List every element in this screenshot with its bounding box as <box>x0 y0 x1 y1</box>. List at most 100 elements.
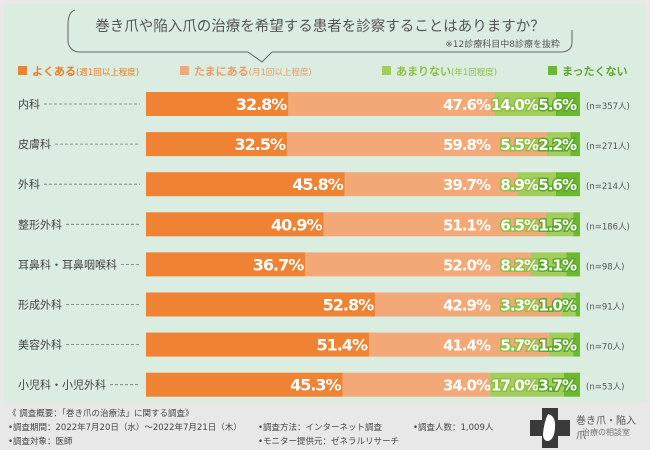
bar-segment <box>146 332 370 357</box>
category-label: 小児科・小児外科 <box>18 378 106 392</box>
bar-segment <box>146 372 343 397</box>
bar-segment <box>570 132 580 157</box>
data-label: 3.1% <box>538 256 577 274</box>
category-label: 耳鼻科・耳鼻咽喉科 <box>18 257 117 271</box>
bar-segment <box>575 292 580 317</box>
footer-count: •調査人数：1,009人 <box>413 423 494 433</box>
bar-segment <box>146 172 345 197</box>
bar-row: 耳鼻科・耳鼻咽喉科 36.7% 52.0% 8.2% 3.1% (n=98人) <box>18 252 624 277</box>
data-label: 1.5% <box>538 216 577 234</box>
sample-size: (n=357人) <box>586 102 630 112</box>
bar-segment <box>369 332 549 357</box>
data-label: 32.5% <box>235 135 286 154</box>
footer-period: •調査期間：2022年7月20日（水）～2022年7月21日（木） <box>8 423 242 433</box>
bar-segment <box>545 212 574 237</box>
legend-label: よくある(週1回以上程度) <box>32 65 139 78</box>
sample-size: (n=271人) <box>586 142 630 152</box>
data-label: 52.8% <box>323 296 374 315</box>
data-label: 51.4% <box>317 336 368 355</box>
category-label: 美容外科 <box>18 338 62 352</box>
bar-segment <box>323 212 546 237</box>
bar-segment <box>555 92 580 116</box>
legend: よくある(週1回以上程度) たまにある(月1回以上程度) あまりない(年1回程度) ま… <box>18 65 628 78</box>
logo: 巻き爪・陥入爪 治療の相談室 <box>530 408 645 448</box>
logo-subtitle: 治療の相談室 <box>582 428 630 437</box>
bar-segment <box>287 132 547 157</box>
bar-row: 形成外科 52.8% 42.9% 3.3% 1.0% (n=91人) <box>18 292 624 317</box>
bar-segment <box>573 332 580 357</box>
bar-segment <box>490 372 564 397</box>
data-label: 2.2% <box>538 136 577 154</box>
chart-title: 巻き爪や陥入爪の治療を希望する患者を診察することはありますか？ <box>95 17 545 35</box>
bar-row: 小児科・小児外科 45.3% 34.0% 17.0% 3.7% (n=53人) <box>18 372 624 397</box>
legend-swatch <box>180 66 189 75</box>
bar-segment <box>563 372 580 397</box>
legend-label: たまにある(月1回以上程度) <box>194 65 312 78</box>
bubble-tail <box>247 51 273 63</box>
bar-segment <box>344 172 518 197</box>
foot-cross-icon <box>530 408 570 448</box>
bar-row: 整形外科 40.9% 51.1% 6.5% 1.5% (n=186人) <box>18 212 630 237</box>
footer-method: •調査方法：インターネット調査 <box>258 423 383 433</box>
data-label: 6.5% <box>500 216 539 234</box>
logo-title: 巻き爪・陥入爪 <box>576 416 636 442</box>
category-label: 皮膚科 <box>18 137 51 151</box>
category-label: 外科 <box>18 177 40 191</box>
bar-segment <box>146 212 324 237</box>
bar-segment <box>375 292 562 317</box>
legend-swatch <box>18 66 27 75</box>
data-label: 3.3% <box>500 297 539 315</box>
sample-size: (n=70人) <box>586 343 624 353</box>
footer-heading: 《 調査概要：「巻き爪の治療法」に関する調査》 <box>8 409 194 419</box>
category-label: 内科 <box>18 97 40 111</box>
data-label: 5.6% <box>538 96 577 114</box>
sample-size: (n=186人) <box>586 222 630 232</box>
speech-bubble <box>67 9 573 53</box>
bar-row: 美容外科 51.4% 41.4% 5.7% 1.5% (n=70人) <box>18 332 624 357</box>
bar-segment <box>573 212 580 237</box>
data-label: 40.9% <box>271 215 322 234</box>
bar-row: 内科 32.8% 47.6% 14.0% 5.6% (n=357人) <box>18 92 630 116</box>
legend-label: あまりない(年1回程度) <box>396 65 497 78</box>
bar-segment <box>146 252 306 277</box>
data-label: 45.3% <box>290 376 341 395</box>
sample-size: (n=214人) <box>586 182 630 192</box>
bar-segment <box>494 92 556 116</box>
data-label: 8.9% <box>500 176 539 194</box>
data-label: 3.7% <box>538 377 577 395</box>
category-label: 整形外科 <box>18 217 62 231</box>
data-label: 41.4% <box>443 337 491 355</box>
data-label: 36.7% <box>253 255 304 274</box>
bar-segment <box>146 132 288 157</box>
data-label: 51.1% <box>443 216 491 234</box>
bar-segment <box>146 292 376 317</box>
bar-segment <box>530 252 567 277</box>
legend-label: まったくない <box>562 65 628 78</box>
data-label: 5.7% <box>500 337 539 355</box>
bar-segment <box>546 132 571 157</box>
bar-segment <box>517 172 556 197</box>
bar-segment <box>566 252 580 277</box>
bar-row: 外科 45.8% 39.7% 8.9% 5.6% (n=214人) <box>18 172 630 197</box>
data-label: 5.6% <box>538 176 577 194</box>
bar-segment <box>555 172 580 197</box>
data-label: 5.5% <box>500 136 539 154</box>
bar-segment <box>305 252 531 277</box>
bar-segment <box>146 92 289 116</box>
data-label: 32.8% <box>236 95 287 114</box>
data-label: 17.0% <box>491 377 539 395</box>
data-label: 39.7% <box>443 176 491 194</box>
sample-size: (n=91人) <box>586 303 624 313</box>
bar-segment <box>548 332 574 357</box>
data-label: 59.8% <box>443 136 491 154</box>
data-label: 47.6% <box>443 96 491 114</box>
data-label: 52.0% <box>443 256 491 274</box>
bar-segment <box>561 292 576 317</box>
bar-segment <box>288 92 495 116</box>
bar-segment <box>342 372 491 397</box>
category-label: 形成外科 <box>18 298 62 312</box>
sample-size: (n=98人) <box>586 262 624 272</box>
footer-provider: •モニター提供元：ゼネラルリサーチ <box>258 437 400 447</box>
